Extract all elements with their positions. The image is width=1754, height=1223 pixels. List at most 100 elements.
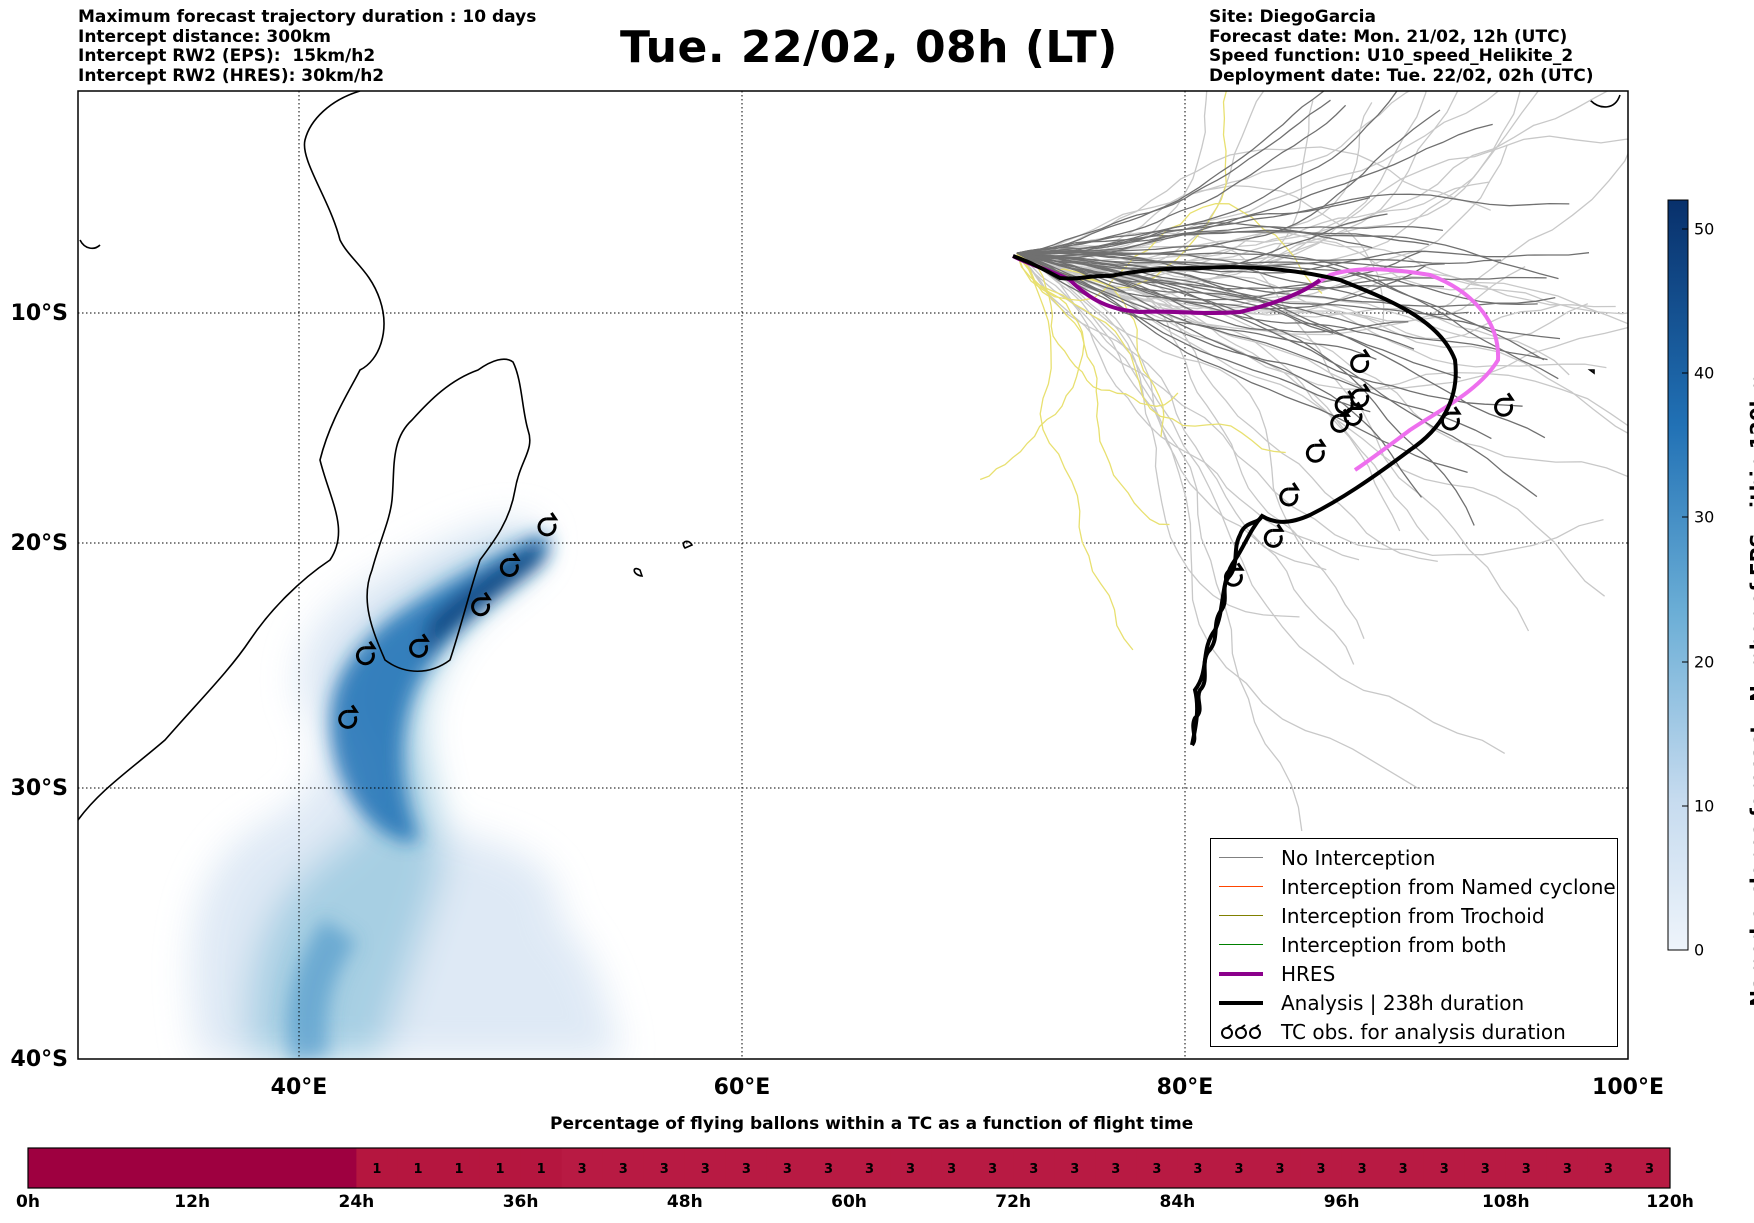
trajectory <box>1016 231 1530 632</box>
timeline-cell <box>315 1148 357 1188</box>
trajectory <box>1016 252 1419 790</box>
timeline-cell <box>397 1148 439 1188</box>
tc-observation-icon <box>1440 406 1462 431</box>
trajectory <box>1016 225 1443 258</box>
timeline-tick-label: 72h <box>995 1192 1032 1212</box>
timeline-cell <box>1423 1148 1466 1188</box>
legend-item: TC obs. for analysis duration <box>1219 1017 1566 1046</box>
timeline-cell-value: 3 <box>619 1162 628 1177</box>
tc-observation-icon <box>1494 392 1515 417</box>
trajectory <box>1016 252 1179 407</box>
africa-coast <box>78 91 385 821</box>
eps-density-field <box>191 520 620 1059</box>
trajectory <box>1016 91 1208 261</box>
timeline-cell <box>684 1148 727 1188</box>
timeline-cell <box>1136 1148 1178 1188</box>
timeline-cell <box>766 1148 809 1188</box>
timeline-cell-value: 1 <box>455 1162 464 1177</box>
tc-observation-icon <box>1223 562 1245 587</box>
graticule <box>78 91 1628 1059</box>
legend-label: Interception from both <box>1281 932 1507 957</box>
tc-observation-icon <box>499 552 521 577</box>
trajectory <box>1016 245 1502 265</box>
trajectory <box>1016 252 1365 639</box>
lat-tick: 20°S <box>11 531 68 556</box>
lon-tick: 40°E <box>271 1075 328 1100</box>
timeline-tick-label: 84h <box>1159 1192 1196 1212</box>
timeline-cell-value: 3 <box>701 1162 710 1177</box>
timeline-cell-value: 3 <box>1152 1162 1161 1177</box>
cyclone-symbol-icon <box>1219 1022 1263 1042</box>
timeline-cell <box>1382 1148 1425 1188</box>
timeline-cell-value: 3 <box>1358 1162 1367 1177</box>
lat-tick: 10°S <box>11 301 68 326</box>
timeline-cell-value: 3 <box>1399 1162 1408 1177</box>
timeline-cell <box>356 1148 398 1188</box>
tc-observation-icon <box>1305 438 1327 463</box>
map-frame <box>77 90 1629 1060</box>
timeline-cell-value: 3 <box>1317 1162 1326 1177</box>
trajectory <box>1016 91 1411 263</box>
tc-observation-icon <box>409 633 430 658</box>
timeline-cell-value: 3 <box>1234 1162 1243 1177</box>
timeline-title: Percentage of flying ballons within a TC… <box>550 1114 1194 1134</box>
timeline-cell <box>479 1148 522 1188</box>
tc-observation-icon <box>355 640 377 666</box>
timeline-cell <box>69 1148 111 1188</box>
trajectory <box>1016 102 1373 271</box>
eps-trajectories-near <box>1016 91 1590 526</box>
legend-label: No Interception <box>1281 845 1436 870</box>
timeline-tick-label: 12h <box>174 1192 211 1212</box>
trajectory <box>1016 252 1409 333</box>
trajectory <box>1016 91 1500 255</box>
timeline-cell <box>274 1148 316 1188</box>
timeline-cell-value: 3 <box>1604 1162 1613 1177</box>
tc-observations <box>338 348 1515 729</box>
tc-observation-icon <box>1279 482 1301 507</box>
timeline-cell <box>192 1148 234 1188</box>
timeline-cell <box>931 1148 973 1188</box>
timeline-cell <box>438 1148 481 1188</box>
timeline-tick-label: 24h <box>338 1192 375 1212</box>
timeline-cell <box>151 1148 193 1188</box>
timeline-cell <box>1587 1148 1630 1188</box>
site-line: Speed function: U10_speed_Helikite_2 <box>1209 46 1574 66</box>
trajectory <box>1016 252 1628 325</box>
trajectory <box>1016 252 1523 407</box>
timeline-cell-value: 3 <box>742 1162 751 1177</box>
trajectory <box>1016 222 1559 280</box>
timeline-cell <box>1505 1148 1548 1188</box>
colorbar-label: Named cyclones forecast - Number of EPS … <box>1746 373 1754 1007</box>
timeline-cell-value: 3 <box>1522 1162 1531 1177</box>
param-line: Intercept RW2 (EPS): 15km/h2 <box>78 46 376 66</box>
trajectory <box>1016 252 1300 618</box>
timeline-cell-value: 1 <box>496 1162 505 1177</box>
timeline-cell <box>972 1148 1014 1188</box>
timeline-tick-label: 0h <box>16 1192 40 1212</box>
timeline-tick-label: 60h <box>831 1192 867 1212</box>
lon-tick: 80°E <box>1157 1075 1214 1100</box>
trajectory <box>1016 252 1628 427</box>
trajectory <box>1016 252 1303 832</box>
legend-item: Analysis | 238h duration <box>1219 988 1524 1017</box>
legend-item: No Interception <box>1219 843 1435 872</box>
forecast-parameters: Maximum forecast trajectory duration : 1… <box>78 7 536 86</box>
timeline-cell-value: 3 <box>988 1162 997 1177</box>
trajectory <box>1016 91 1427 280</box>
trajectory <box>1016 91 1609 257</box>
trajectory <box>1016 252 1628 434</box>
trajectory <box>1016 250 1545 361</box>
tc-observation-icon <box>471 591 492 617</box>
legend-label: Analysis | 238h duration <box>1281 990 1525 1015</box>
param-line: Intercept distance: 300km <box>78 26 331 47</box>
timeline-cell-value: 3 <box>1276 1162 1285 1177</box>
colorbar-tick-label: 30 <box>1694 507 1715 527</box>
colorbar-ticks <box>1682 228 1688 951</box>
timeline-cell-value: 3 <box>1070 1162 1079 1177</box>
legend-label: Interception from Named cyclone <box>1281 874 1616 899</box>
param-line: Intercept RW2 (HRES): 30km/h2 <box>78 65 385 86</box>
timeline-tick-label: 108h <box>1482 1192 1530 1212</box>
timeline-cell <box>725 1148 768 1188</box>
trajectory <box>1016 231 1373 254</box>
tc-observation-icon <box>537 512 559 537</box>
